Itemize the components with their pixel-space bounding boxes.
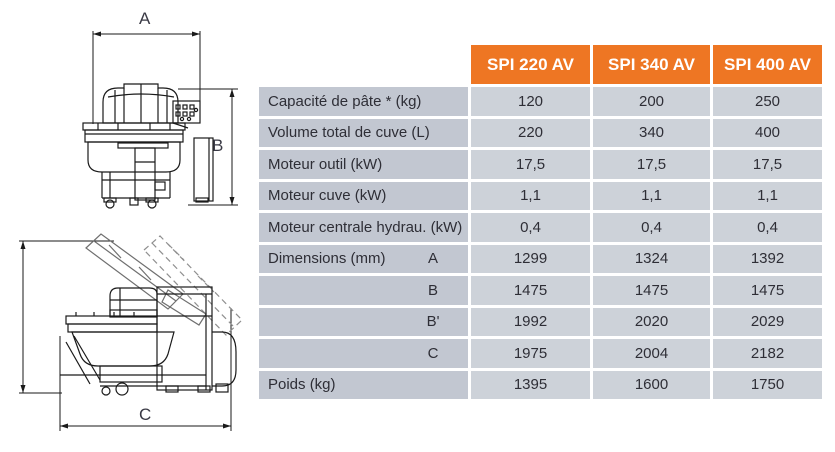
side-view-drawing: B' C bbox=[2, 228, 254, 452]
spec-value: 120 bbox=[471, 87, 590, 116]
spec-value: 1992 bbox=[471, 307, 590, 336]
dimension-c-lines bbox=[59, 308, 232, 431]
dim-sub-label-b-prime: B' bbox=[426, 313, 440, 331]
front-view-svg bbox=[82, 31, 238, 209]
table-corner-cell bbox=[259, 45, 468, 84]
spec-value: 1475 bbox=[471, 276, 590, 305]
spec-value: 2004 bbox=[593, 339, 710, 368]
row-label-moteur-hydrau: Moteur centrale hydrau. (kW) bbox=[259, 213, 468, 242]
spec-value: 1475 bbox=[593, 276, 710, 305]
dim-label-a: A bbox=[139, 9, 151, 28]
dimension-a-lines bbox=[92, 31, 201, 124]
row-label-text: Dimensions (mm) bbox=[268, 250, 386, 268]
column-header-spi-220: SPI 220 AV bbox=[471, 45, 590, 84]
mixer-front-outline bbox=[82, 83, 214, 209]
column-header-spi-400: SPI 400 AV bbox=[713, 45, 822, 84]
spec-value: 1600 bbox=[593, 370, 710, 399]
spec-value: 2020 bbox=[593, 307, 710, 336]
lid-open-dashed-outline bbox=[143, 235, 243, 336]
dimension-b-prime-lines bbox=[19, 240, 114, 394]
dim-sub-label-c: C bbox=[427, 344, 439, 362]
spec-value: 1,1 bbox=[713, 181, 822, 210]
spec-value: 200 bbox=[593, 87, 710, 116]
row-label-text: Capacité de pâte * (kg) bbox=[268, 92, 422, 110]
spec-value: 1395 bbox=[471, 370, 590, 399]
row-label-text: Moteur cuve (kW) bbox=[268, 187, 387, 205]
spec-value: 1299 bbox=[471, 244, 590, 273]
row-label-poids: Poids (kg) bbox=[259, 370, 468, 399]
spec-value: 17,5 bbox=[593, 150, 710, 179]
spec-value: 0,4 bbox=[713, 213, 822, 242]
row-label-moteur-outil: Moteur outil (kW) bbox=[259, 150, 468, 179]
mixer-side-outline bbox=[60, 286, 237, 396]
row-label-dimensions: Dimensions (mm) A bbox=[259, 244, 468, 273]
dim-label-b: B bbox=[212, 136, 224, 155]
spec-value: 0,4 bbox=[471, 213, 590, 242]
dimension-b-lines bbox=[178, 88, 238, 206]
row-label-dim-c: C bbox=[259, 339, 468, 368]
spec-value: 2182 bbox=[713, 339, 822, 368]
column-header-spi-340: SPI 340 AV bbox=[593, 45, 710, 84]
row-label-capacite: Capacité de pâte * (kg) bbox=[259, 87, 468, 116]
row-label-text: Poids (kg) bbox=[268, 376, 336, 394]
spec-value: 220 bbox=[471, 118, 590, 147]
spec-value: 1392 bbox=[713, 244, 822, 273]
spec-value: 17,5 bbox=[713, 150, 822, 179]
row-label-volume: Volume total de cuve (L) bbox=[259, 118, 468, 147]
spec-value: 17,5 bbox=[471, 150, 590, 179]
side-view-svg bbox=[19, 233, 243, 431]
row-label-moteur-cuve: Moteur cuve (kW) bbox=[259, 181, 468, 210]
spec-value: 1975 bbox=[471, 339, 590, 368]
dim-label-c: C bbox=[139, 405, 152, 424]
spec-value: 340 bbox=[593, 118, 710, 147]
spec-table: SPI 220 AV SPI 340 AV SPI 400 AV Capacit… bbox=[259, 45, 822, 399]
spec-value: 1324 bbox=[593, 244, 710, 273]
row-label-text: Moteur outil (kW) bbox=[268, 155, 383, 173]
dim-sub-label-b: B bbox=[427, 281, 438, 299]
spec-value: 1475 bbox=[713, 276, 822, 305]
row-label-dim-b-prime: B' bbox=[259, 307, 468, 336]
spec-value: 1750 bbox=[713, 370, 822, 399]
spec-value: 400 bbox=[713, 118, 822, 147]
front-view-drawing: A B bbox=[58, 2, 248, 227]
spec-value: 250 bbox=[713, 87, 822, 116]
spec-value: 2029 bbox=[713, 307, 822, 336]
spec-value: 1,1 bbox=[593, 181, 710, 210]
spec-value: 1,1 bbox=[471, 181, 590, 210]
row-label-text: Volume total de cuve (L) bbox=[268, 124, 430, 142]
row-label-dim-b: B bbox=[259, 276, 468, 305]
spec-value: 0,4 bbox=[593, 213, 710, 242]
dim-sub-label-a: A bbox=[427, 250, 438, 268]
row-label-text: Moteur centrale hydrau. (kW) bbox=[268, 218, 463, 236]
